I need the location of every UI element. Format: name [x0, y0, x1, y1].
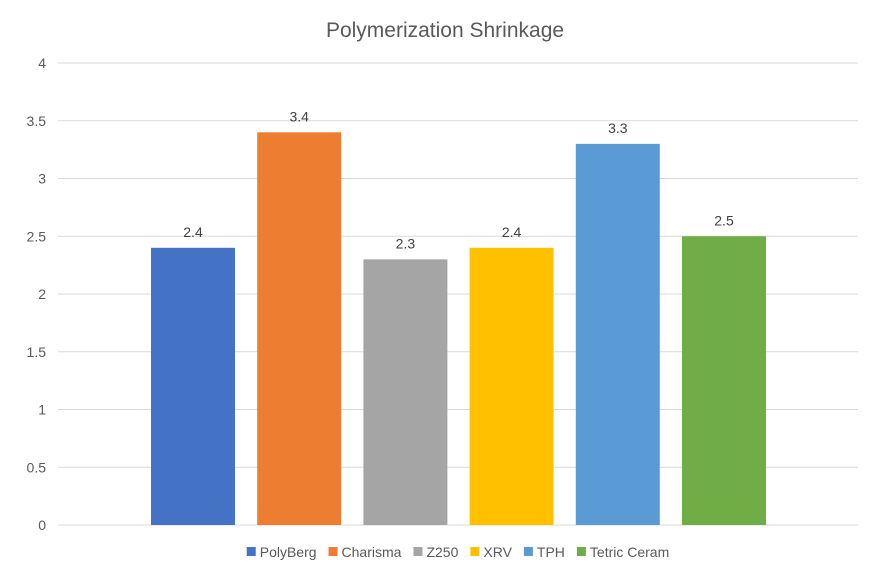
legend-item: Charisma	[328, 544, 402, 560]
legend-label: Tetric Ceram	[590, 544, 669, 560]
legend-swatch	[413, 547, 423, 556]
bar	[575, 143, 660, 525]
y-tick-label: 1.5	[27, 344, 47, 360]
y-tick-label: 1	[38, 402, 46, 418]
bar	[682, 236, 766, 525]
legend-item: Z250	[413, 544, 459, 560]
bar	[151, 247, 235, 526]
legend-label: Z250	[426, 544, 458, 560]
legend-label: PolyBerg	[260, 544, 317, 560]
data-label: 3.4	[289, 108, 309, 124]
legend-swatch	[328, 547, 338, 556]
data-label: 3.3	[608, 120, 628, 136]
legend-swatch	[470, 547, 480, 556]
data-labels: 2.4 3.4 2.3 2.4 3.3 2.5	[183, 108, 734, 251]
legend: PolyBerg Charisma Z250 XRV TPH Tetric Ceram	[246, 544, 669, 560]
y-tick-label: 3.5	[27, 113, 47, 129]
legend-item: TPH	[523, 544, 565, 560]
data-label: 2.4	[183, 224, 203, 240]
data-label: 2.5	[714, 212, 734, 228]
legend-swatch	[576, 547, 586, 556]
y-tick-label: 4	[38, 55, 46, 71]
data-label: 2.4	[502, 224, 522, 240]
y-tick-label: 0.5	[27, 459, 47, 475]
legend-swatch	[246, 547, 256, 556]
y-axis-tick-labels: 0 0.5 1 1.5 2 2.5 3 3.5 4	[27, 55, 47, 533]
legend-item: PolyBerg	[246, 544, 317, 560]
legend-label: Charisma	[342, 544, 402, 560]
y-tick-label: 2.5	[27, 228, 47, 244]
legend-label: TPH	[537, 544, 565, 560]
y-tick-label: 0	[38, 517, 46, 533]
bar	[257, 132, 342, 526]
legend-label: XRV	[483, 544, 512, 560]
legend-swatch	[523, 547, 533, 556]
y-tick-label: 3	[38, 171, 46, 187]
legend-item: XRV	[470, 544, 513, 560]
bars	[151, 132, 766, 526]
legend-item: Tetric Ceram	[576, 544, 669, 560]
data-label: 2.3	[396, 235, 416, 251]
bar	[469, 247, 554, 526]
chart-title: Polymerization Shrinkage	[326, 19, 564, 42]
y-tick-label: 2	[38, 286, 46, 302]
bar	[363, 259, 448, 525]
